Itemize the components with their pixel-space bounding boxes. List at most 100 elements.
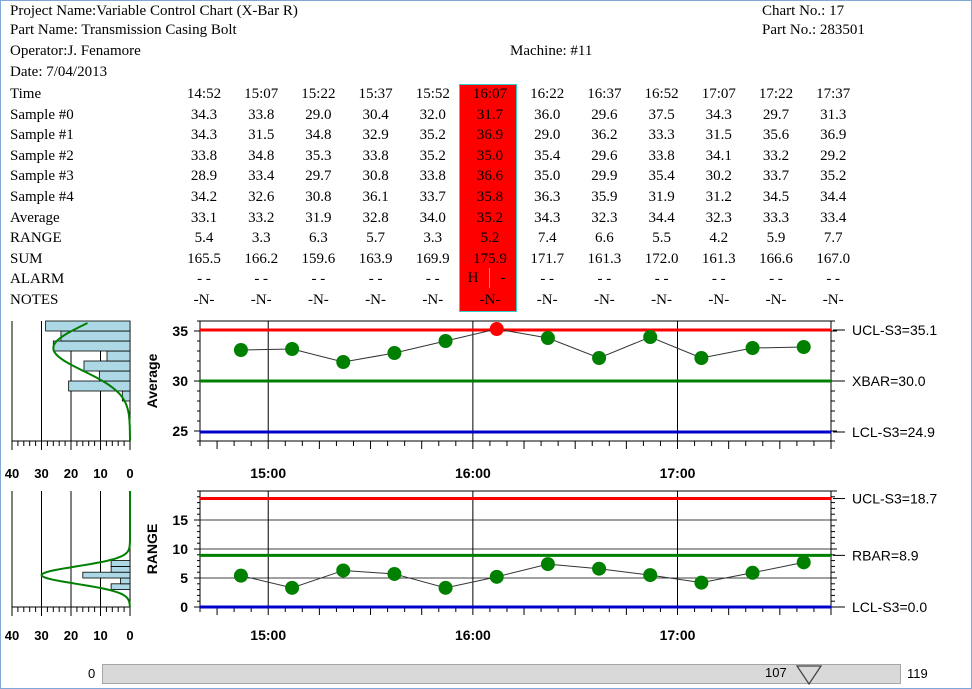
data-point — [643, 330, 658, 344]
y-tick-label: 35 — [172, 323, 188, 339]
histogram-bar — [60, 330, 131, 342]
table-cell-notes: -N- — [422, 292, 444, 308]
table-cell-notes: -N- — [593, 292, 615, 308]
row-label: Sample #4 — [10, 189, 74, 205]
control-limit-label: LCL-S3=24.9 — [852, 424, 935, 440]
table-cell-s3: 33.4 — [248, 168, 275, 185]
table-cell-s3: 35.0 — [534, 168, 561, 185]
data-point — [233, 343, 248, 357]
table-cell-notes: -N- — [193, 292, 215, 308]
data-point — [796, 340, 811, 354]
scrollbar-thumb[interactable] — [796, 665, 822, 685]
table-cell-s4: 32.6 — [248, 189, 275, 205]
histogram-bar — [120, 577, 131, 585]
table-cell-s1: 35.2 — [419, 127, 446, 144]
table-cell-s0: 31.3 — [820, 106, 847, 123]
table-cell-s2: 29.2 — [820, 147, 847, 164]
table-cell-range: 5.2 — [480, 230, 500, 247]
table-cell-s1: 32.9 — [362, 127, 389, 144]
x-tick-label: 17:00 — [660, 465, 696, 481]
histogram-tick-label: 0 — [126, 628, 133, 643]
data-line — [240, 561, 804, 589]
control-limit-label: LCL-S3=0.0 — [852, 599, 927, 615]
table-cell-range: 7.7 — [823, 230, 843, 247]
table-cell-avg: 32.8 — [362, 209, 389, 226]
scrollbar-max-label: 119 — [907, 666, 928, 681]
histogram-tick-label: 10 — [93, 628, 107, 643]
table-cell-notes: -N- — [307, 292, 329, 308]
table-cell-time: 15:22 — [301, 86, 336, 102]
table-cell-s0: 31.7 — [476, 106, 504, 123]
table-cell-s1: 36.9 — [820, 127, 847, 144]
table-cell-s0: 32.0 — [419, 106, 446, 123]
table-cell-notes: -N- — [536, 292, 558, 308]
table-cell-s1: 36.2 — [591, 127, 618, 144]
machine: Machine: #11 — [510, 43, 593, 59]
table-cell-s3: 33.8 — [419, 168, 446, 185]
y-tick-label: 15 — [172, 512, 188, 528]
table-cell-range: 6.3 — [309, 230, 328, 247]
data-point — [438, 580, 453, 595]
table-cell-time: 17:22 — [758, 86, 794, 102]
table-cell-sum: 159.6 — [301, 250, 336, 267]
data-point — [745, 565, 760, 580]
histogram-bar — [98, 370, 131, 382]
table-cell-s3: 30.8 — [362, 168, 389, 185]
table-cell-time: 16:37 — [587, 86, 622, 102]
table-cell-s1: 34.3 — [190, 127, 218, 144]
table-cell-s2: 34.1 — [705, 147, 732, 164]
table-cell-s0: 36.0 — [534, 106, 561, 123]
table-cell-notes: -N- — [250, 292, 272, 308]
histogram-tick-label: 20 — [64, 628, 78, 643]
table-cell-s1: 36.9 — [476, 127, 504, 144]
data-point — [336, 355, 351, 369]
table-cell-s2: 29.6 — [591, 147, 618, 164]
table-cell-avg: 34.3 — [534, 209, 561, 226]
table-cell-time: 15:07 — [244, 86, 279, 102]
x-tick-label: 15:00 — [250, 465, 286, 481]
table-cell-range: 6.6 — [595, 230, 614, 247]
table-cell-s0: 30.4 — [362, 106, 389, 123]
table-cell-s1: 31.5 — [705, 127, 732, 144]
table-cell-s4: 35.8 — [476, 189, 504, 205]
table-cell-notes: -N- — [822, 292, 844, 308]
x-tick-label: 17:00 — [660, 627, 696, 643]
data-point — [438, 334, 453, 348]
control-limit-label: UCL-S3=18.7 — [852, 491, 937, 507]
table-cell-range: 4.2 — [709, 230, 729, 247]
histogram-bar — [83, 360, 131, 372]
histogram-tick-label: 40 — [5, 628, 19, 643]
row-label: ALARM — [10, 271, 65, 288]
table-cell-s4: 34.4 — [820, 189, 847, 205]
table-cell-s2: 33.8 — [190, 147, 218, 164]
alarm-cell-divider — [489, 268, 490, 288]
table-cell-sum: 169.9 — [415, 250, 450, 267]
part-name: Part Name: Transmission Casing Bolt — [10, 22, 237, 38]
table-cell-avg: 35.2 — [476, 209, 504, 226]
scrollbar-value-label: 107 — [765, 665, 787, 680]
table-cell-time: 16:52 — [644, 86, 679, 102]
table-cell-sum: 161.3 — [587, 250, 622, 267]
table-cell-s4: 34.2 — [190, 189, 218, 205]
table-cell-time: 15:52 — [415, 86, 450, 102]
table-cell-avg: 33.4 — [820, 209, 847, 226]
table-cell-s0: 34.3 — [705, 106, 732, 123]
table-cell-avg: 32.3 — [705, 209, 732, 226]
table-cell-s3: 29.7 — [305, 168, 332, 185]
data-point — [592, 561, 607, 576]
table-cell-sum: 172.0 — [644, 250, 679, 267]
row-label: RANGE — [10, 230, 62, 247]
table-cell-alarm: - - — [654, 271, 669, 288]
table-cell-alarm: - - — [311, 271, 326, 288]
table-cell-s4: 31.9 — [648, 189, 675, 205]
table-cell-range: 5.5 — [652, 230, 671, 247]
data-point — [285, 580, 300, 595]
table-cell-s1: 31.5 — [248, 127, 275, 144]
row-label: NOTES — [10, 292, 59, 308]
table-cell-time: 15:37 — [358, 86, 393, 102]
control-limit-label: UCL-S3=35.1 — [852, 322, 937, 338]
histogram-bar — [68, 380, 131, 392]
table-cell-alarm: - - — [254, 271, 269, 288]
scrollbar-track[interactable] — [102, 664, 901, 684]
